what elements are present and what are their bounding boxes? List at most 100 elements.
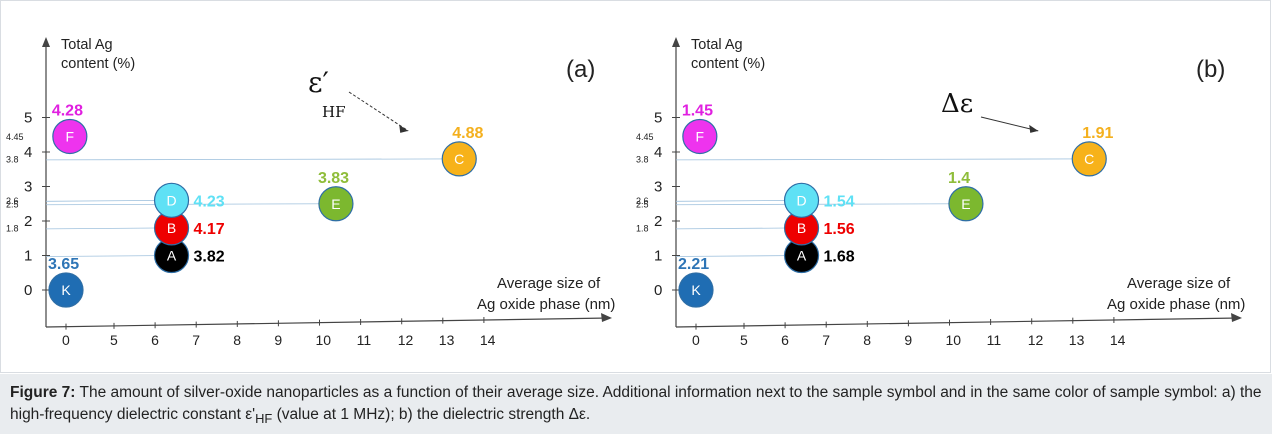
chart-b-y-minor-tick-label: 1.8 [636, 223, 649, 233]
chart-a-y-axis-label: Total Ag [61, 37, 113, 53]
chart-b-point-c [1071, 141, 1107, 177]
chart-a-svg: 0 5 6 7 8 9 10 11 12 13 140123451.82.52.63.84.45To… [6, 37, 615, 348]
chart-b-y-tick-label: 1 [654, 248, 662, 265]
chart-a-y-minor-tick-label: 2.5 [6, 199, 19, 209]
chart-a-guide-line [45, 227, 172, 230]
chart-a-quantity-subscript: HF [322, 103, 346, 121]
chart-a-x-tick-label: 6 [151, 332, 159, 348]
chart-a-x-axis [45, 317, 610, 328]
chart-a-y-tick-label: 1 [24, 248, 32, 265]
caption-text-1: The amount of silver-oxide nanoparticles… [10, 384, 1262, 423]
chart-b-y-minor-tick-label: 2.6 [636, 196, 649, 206]
chart-a-point-label-b: B [167, 220, 176, 236]
chart-a-y-tick-label: 3 [24, 179, 32, 196]
chart-b-y-tick-label: 5 [654, 110, 662, 127]
chart-a-x-tick-label: 11 [357, 332, 372, 348]
chart-b-x-tick-label: 5 [740, 332, 748, 348]
chart-b-point-label-d: D [796, 192, 806, 208]
chart-a-y-axis-arrow [42, 37, 50, 47]
chart-a-x-tick-label: 5 [110, 332, 118, 348]
chart-b-point-e [948, 186, 984, 222]
chart-b-svg: 0 5 6 7 8 9 10 11 12 13 140123451.82.52.63.84.45To… [636, 37, 1245, 348]
chart-a-x-tick-label: 13 [439, 332, 455, 348]
chart-b-value-label-k: 2.21 [678, 256, 709, 273]
figure-frame: 0 5 6 7 8 9 10 11 12 13 14 0 1 2 3 4 5 1.8 2.5 2.6 3.8 4.45 To… [0, 0, 1271, 373]
chart-a-x-axis-label: Average size of [497, 275, 601, 292]
chart-a-value-label-a: 3.82 [194, 249, 225, 266]
chart-a-guide-line [45, 255, 172, 257]
chart-a-quantity-label: ε′ [308, 66, 329, 99]
chart-b-point-label-c: C [1084, 151, 1094, 167]
chart-b-point-f [682, 118, 718, 155]
chart-a-y-tick-label: 0 [24, 282, 32, 299]
chart-a-y-tick-label: 4 [24, 144, 32, 161]
chart-b-y-tick-label: 2 [654, 213, 662, 230]
chart-a-point-k [48, 272, 84, 308]
caption-subscript: HF [255, 411, 273, 427]
chart-a-point-label-k: K [61, 282, 71, 298]
chart-b-x-tick-label: 0 [692, 332, 700, 348]
chart-a-guide-line [45, 199, 172, 202]
caption-label: Figure 7: [10, 384, 76, 401]
chart-a-value-label-d: 4.23 [194, 193, 225, 210]
chart-a-y-axis-label: content (%) [61, 56, 135, 72]
chart-b-value-label-c: 1.91 [1082, 125, 1113, 142]
chart-b-x-axis-label: Average size of [1127, 275, 1231, 292]
chart-a-point-d [153, 182, 190, 218]
chart-a-x-tick-label: 9 [274, 332, 282, 348]
chart-b-x-tick-label: 8 [863, 332, 871, 348]
chart-a-point-label-a: A [167, 248, 177, 264]
chart-b-y-minor-tick-label: 2.5 [636, 199, 649, 209]
chart-b-point-label-e: E [961, 196, 970, 212]
chart-b-y-tick-label: 3 [654, 179, 662, 196]
chart-a-point-f [52, 118, 88, 155]
chart-b-x-axis-label: Ag oxide phase (nm) [1107, 296, 1245, 313]
chart-b-x-tick-label: 6 [781, 332, 789, 348]
chart-b-annotation-arrowhead [1029, 124, 1039, 133]
chart-b-point-k [678, 272, 714, 308]
chart-a-x-tick-label: 12 [398, 332, 414, 348]
chart-a-panel-label: (a) [566, 56, 595, 83]
chart-b-x-tick-label: 13 [1069, 332, 1085, 348]
chart-b-y-minor-tick-label: 4.45 [636, 132, 654, 142]
chart-b-x-axis-arrow [1231, 313, 1242, 322]
chart-a-annotation-arrowhead [399, 124, 409, 133]
chart-b-value-label-e: 1.4 [948, 170, 970, 187]
chart-a-value-label-b: 4.17 [194, 221, 225, 238]
chart-a-point-e [318, 186, 354, 222]
chart-a-guide-line [45, 203, 336, 206]
chart-b-guide-line [675, 203, 966, 206]
caption-text-2: (value at 1 MHz); b) the dielectric stre… [272, 406, 591, 423]
chart-b-value-label-d: 1.54 [824, 193, 855, 210]
chart-a-value-label-e: 3.83 [318, 170, 349, 187]
chart-b-y-axis-label: content (%) [691, 56, 765, 72]
chart-b-panel-label: (b) [1196, 56, 1225, 83]
chart-a-point-label-d: D [166, 192, 176, 208]
chart-a-annotation-arrow [348, 91, 409, 132]
chart-b-y-axis-arrow [672, 37, 680, 47]
chart-b-annotation-arrow [980, 116, 1039, 132]
chart-a-guide-line [45, 158, 460, 161]
chart-a-y-minor-tick-label: 4.45 [6, 132, 24, 142]
chart-a-x-tick-label: 7 [192, 332, 200, 348]
chart-panel-a: 0 5 6 7 8 9 10 11 12 13 14 0 1 2 3 4 5 1.8 2.5 2.6 3.8 4.45 To… [6, 9, 631, 349]
chart-b-x-tick-label: 11 [987, 332, 1002, 348]
chart-panel-b: 0 5 6 7 8 9 10 11 12 13 14 0 1 2 3 4 5 1.8 2.5 2.6 3.8 4.45 To… [636, 9, 1261, 349]
chart-b-point-d [783, 182, 820, 218]
chart-a-point-label-f: F [66, 128, 75, 144]
chart-a-point-label-e: E [331, 196, 340, 212]
chart-a-x-tick-label: 10 [316, 332, 332, 348]
chart-a-x-axis-label: Ag oxide phase (nm) [477, 296, 615, 313]
chart-b-guide-line [675, 158, 1090, 161]
chart-a-value-label-c: 4.88 [452, 125, 483, 142]
chart-b-point-label-f: F [696, 128, 705, 144]
chart-b-quantity-label: Δε [941, 89, 973, 119]
chart-a-point-label-c: C [454, 151, 464, 167]
chart-b-guide-line [675, 227, 802, 230]
chart-b-value-label-f: 1.45 [682, 102, 713, 119]
chart-b-value-label-b: 1.56 [824, 221, 855, 238]
chart-b-x-tick-label: 9 [904, 332, 912, 348]
chart-a-value-label-f: 4.28 [52, 102, 83, 119]
chart-b-guide-line [675, 199, 802, 202]
chart-a-x-tick-label: 14 [480, 332, 496, 348]
